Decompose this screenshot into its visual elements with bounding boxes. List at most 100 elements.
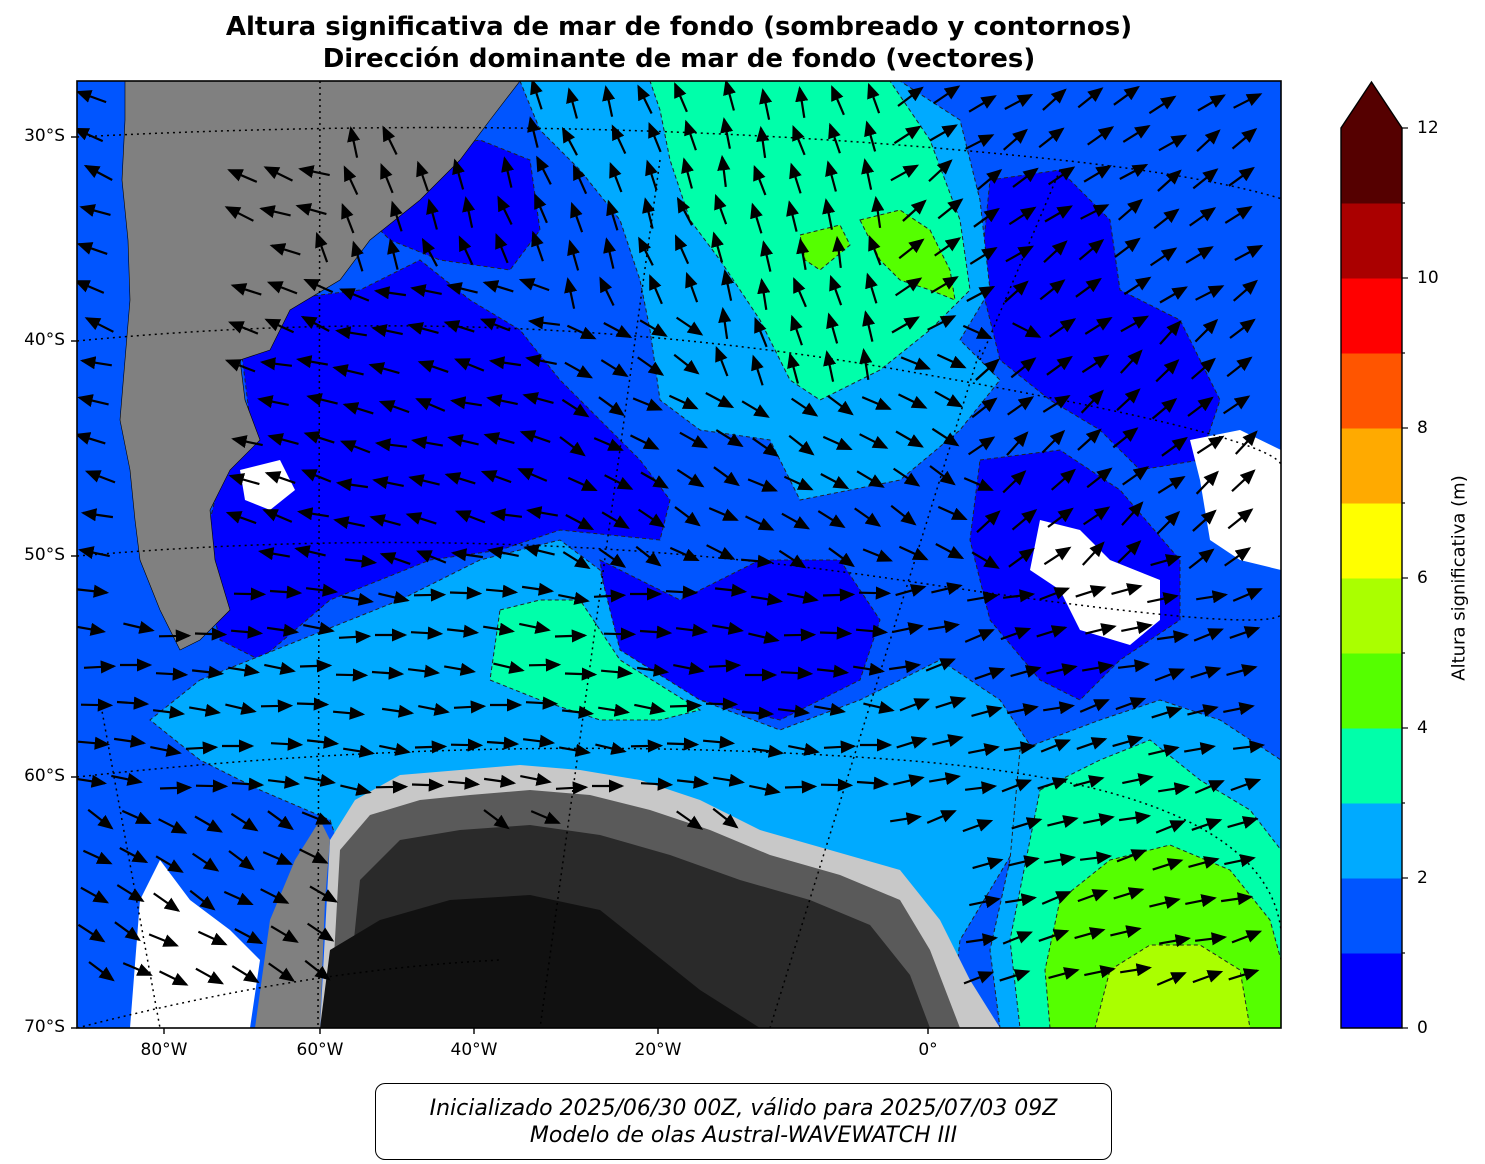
swell-vector-arrow bbox=[309, 885, 338, 903]
swell-vector-arrow bbox=[1185, 246, 1214, 264]
swell-vector-arrow bbox=[449, 586, 483, 600]
swell-vector-arrow bbox=[114, 921, 141, 942]
swell-vector-arrow bbox=[681, 157, 694, 189]
swell-vector-arrow bbox=[1231, 469, 1256, 493]
swell-vector-arrow bbox=[679, 431, 709, 449]
swell-vector-arrow bbox=[231, 435, 263, 449]
swell-vector-arrow bbox=[934, 390, 964, 408]
swell-vector-arrow bbox=[387, 238, 400, 270]
swell-vector-arrow bbox=[410, 626, 444, 640]
map-title-line2: Dirección dominante de mar de fondo (vec… bbox=[322, 44, 1036, 74]
swell-vector-arrow bbox=[369, 514, 401, 527]
swell-vector-arrow bbox=[898, 545, 929, 561]
swell-vector-arrow bbox=[673, 661, 705, 675]
swell-vector-arrow bbox=[561, 398, 590, 418]
swell-vector-arrow bbox=[486, 736, 520, 750]
swell-vector-arrow bbox=[902, 199, 927, 222]
swell-vector-arrow bbox=[684, 119, 697, 151]
swell-vector-arrow bbox=[1082, 661, 1114, 675]
swell-vector-arrow bbox=[1122, 124, 1151, 143]
swell-vector-arrow bbox=[116, 696, 150, 710]
swell-vector-arrow bbox=[306, 735, 340, 749]
swell-vector-arrow bbox=[378, 590, 410, 604]
swell-vector-arrow bbox=[488, 356, 522, 370]
swell-vector-arrow bbox=[1153, 208, 1180, 230]
swell-vector-arrow bbox=[642, 197, 655, 229]
swell-vector-arrow bbox=[1188, 856, 1220, 869]
swell-vector-arrow bbox=[371, 324, 403, 338]
swell-vector-arrow bbox=[297, 507, 329, 521]
swell-vector-arrow bbox=[778, 549, 807, 569]
swell-vector-arrow bbox=[1115, 697, 1147, 711]
swell-vector-arrow bbox=[1117, 198, 1143, 221]
swell-vector-arrow bbox=[374, 438, 408, 452]
swell-vector-arrow bbox=[649, 274, 663, 305]
swell-vector-arrow bbox=[77, 128, 104, 143]
swell-vector-arrow bbox=[159, 781, 193, 795]
colorbar-segment bbox=[1341, 353, 1402, 429]
swell-vector-arrow bbox=[566, 87, 579, 119]
swell-vector-arrow bbox=[567, 239, 580, 271]
swell-vector-arrow bbox=[486, 394, 518, 408]
lat-label-60s: 60°S bbox=[24, 766, 65, 786]
swell-vector-arrow bbox=[1227, 816, 1259, 829]
swell-vector-arrow bbox=[534, 193, 548, 224]
swell-vector-arrow bbox=[703, 735, 736, 749]
swell-vector-arrow bbox=[158, 818, 188, 834]
swell-vector-arrow bbox=[1038, 929, 1070, 942]
swell-vector-arrow bbox=[929, 124, 958, 142]
swell-vector-arrow bbox=[715, 429, 744, 448]
swell-vector-arrow bbox=[861, 396, 892, 410]
colorbar-tick-2: 2 bbox=[1417, 868, 1428, 888]
swell-vector-arrow bbox=[522, 392, 554, 405]
swell-vector-arrow bbox=[426, 198, 439, 230]
swell-vector-arrow bbox=[593, 589, 627, 603]
antarctic-peninsula-land bbox=[255, 820, 330, 1028]
swell-vector-arrow bbox=[713, 773, 745, 787]
swell-vector-arrow bbox=[1184, 742, 1216, 756]
colorbar-tick-4: 4 bbox=[1417, 718, 1428, 738]
swell-vector-arrow bbox=[893, 774, 925, 788]
swell-vector-arrow bbox=[708, 507, 739, 521]
swell-vector-arrow bbox=[823, 740, 857, 754]
swell-vector-arrow bbox=[1078, 238, 1105, 261]
swell-vector-arrow bbox=[674, 82, 688, 113]
swell-vector-arrow bbox=[595, 741, 627, 755]
swell-vector-arrow bbox=[969, 895, 1001, 909]
swell-vector-arrow bbox=[528, 658, 562, 672]
swell-vector-arrow bbox=[967, 591, 999, 605]
swell-vector-arrow bbox=[1084, 316, 1113, 335]
swell-vector-arrow bbox=[1042, 88, 1067, 111]
swell-vector-arrow bbox=[83, 660, 117, 674]
swell-vector-arrow bbox=[123, 620, 155, 634]
swell-vector-arrow bbox=[555, 781, 589, 795]
colorbar-tick-10: 10 bbox=[1417, 268, 1439, 288]
swell-vector-arrow bbox=[965, 134, 995, 150]
swell-vector-arrow bbox=[444, 472, 476, 485]
swell-vector-arrow bbox=[781, 512, 811, 530]
swell-vector-arrow bbox=[230, 283, 262, 296]
swell-vector-arrow bbox=[828, 122, 841, 154]
swell-vector-arrow bbox=[599, 276, 615, 306]
colorbar-outline bbox=[1340, 80, 1403, 1029]
swell-vector-arrow bbox=[564, 667, 598, 681]
colorbar-extend-arrow bbox=[1341, 82, 1402, 128]
swell-vector-arrow bbox=[895, 584, 927, 597]
swell-vector-arrow bbox=[257, 395, 289, 409]
swell-vector-arrow bbox=[935, 696, 967, 709]
swell-vector-arrow bbox=[267, 775, 301, 789]
swell-vector-arrow bbox=[301, 811, 332, 825]
swell-vector-arrow bbox=[891, 316, 920, 334]
swell-vector-arrow bbox=[340, 782, 372, 796]
swell-vector-arrow bbox=[895, 430, 924, 448]
swell-vector-arrow bbox=[676, 810, 704, 830]
swell-region-4to5m-north bbox=[859, 209, 956, 301]
swell-vector-arrow bbox=[723, 81, 736, 111]
swell-vector-arrow bbox=[1190, 666, 1222, 679]
swell-vector-arrow bbox=[645, 159, 658, 191]
swell-vector-arrow bbox=[1012, 167, 1039, 188]
swell-vector-arrow bbox=[638, 236, 654, 266]
swell-vector-arrow bbox=[446, 624, 480, 638]
swell-vector-arrow bbox=[720, 117, 734, 149]
swell-vector-arrow bbox=[1012, 322, 1042, 338]
